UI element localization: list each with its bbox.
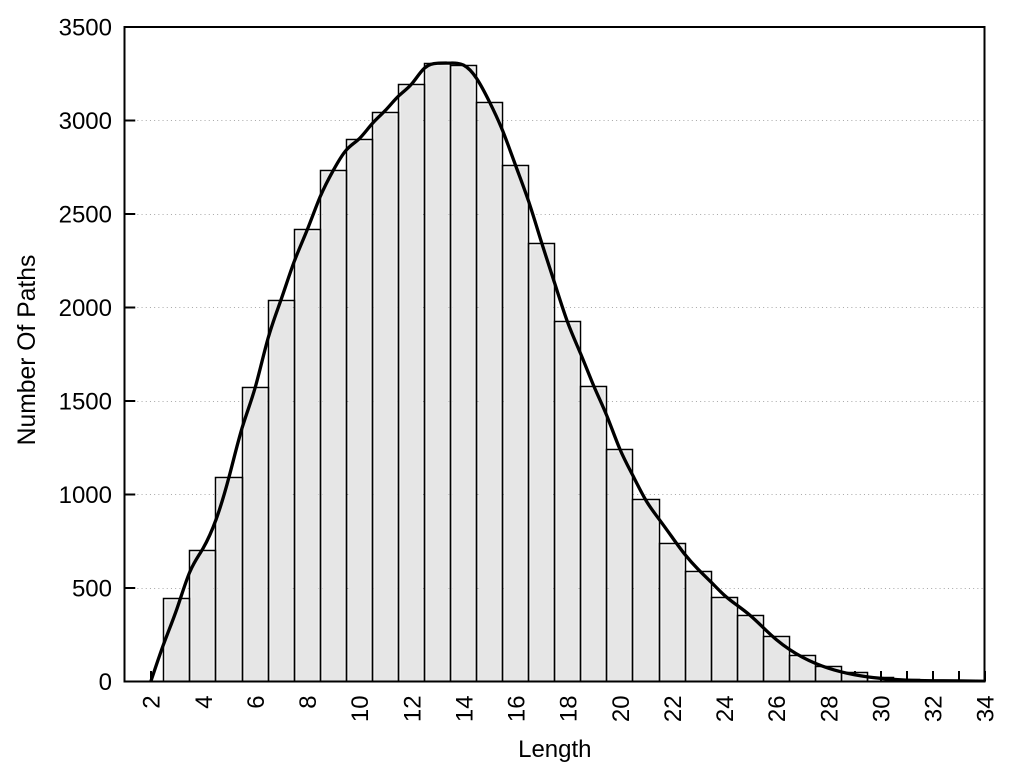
svg-text:1500: 1500 (59, 389, 112, 416)
svg-text:14: 14 (451, 695, 478, 722)
svg-text:3000: 3000 (59, 108, 112, 135)
svg-text:30: 30 (868, 695, 895, 722)
svg-text:26: 26 (764, 695, 791, 722)
svg-text:0: 0 (99, 669, 112, 696)
svg-text:Length: Length (518, 736, 591, 763)
svg-text:32: 32 (921, 695, 948, 722)
svg-text:2500: 2500 (59, 202, 112, 229)
svg-text:4: 4 (191, 695, 218, 708)
svg-text:12: 12 (399, 695, 426, 722)
svg-text:18: 18 (556, 695, 583, 722)
svg-text:20: 20 (608, 695, 635, 722)
svg-text:10: 10 (347, 695, 374, 722)
svg-text:34: 34 (973, 695, 1000, 722)
svg-text:Number Of Paths: Number Of Paths (14, 255, 41, 446)
svg-text:8: 8 (295, 695, 322, 708)
svg-text:28: 28 (816, 695, 843, 722)
svg-text:22: 22 (660, 695, 687, 722)
svg-text:24: 24 (712, 695, 739, 722)
svg-text:1000: 1000 (59, 482, 112, 509)
svg-text:500: 500 (72, 576, 112, 603)
svg-text:2000: 2000 (59, 295, 112, 322)
svg-text:3500: 3500 (59, 15, 112, 42)
svg-text:6: 6 (243, 695, 270, 708)
svg-text:2: 2 (139, 695, 166, 708)
svg-text:16: 16 (504, 695, 531, 722)
